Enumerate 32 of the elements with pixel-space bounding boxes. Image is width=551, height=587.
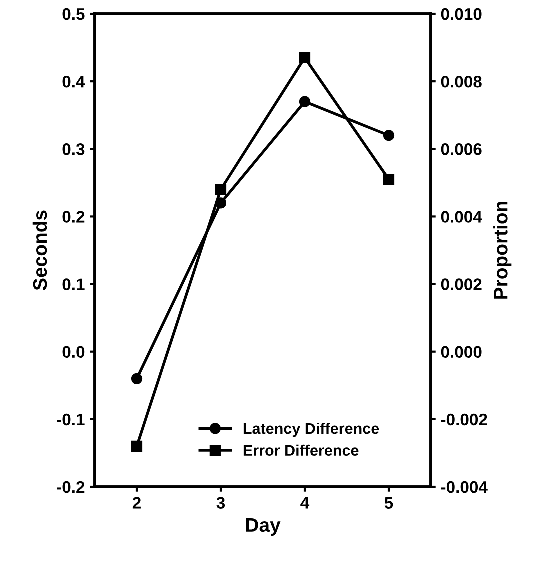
y2-tick-label: 0.010 bbox=[441, 8, 482, 20]
point bbox=[131, 373, 143, 384]
point bbox=[215, 184, 227, 196]
y-tick-label: 0.1 bbox=[62, 278, 85, 290]
y-tick-label: -0.2 bbox=[57, 481, 85, 494]
point bbox=[131, 440, 143, 452]
point bbox=[299, 96, 311, 108]
y2-tick-label: 0.002 bbox=[441, 278, 482, 290]
point bbox=[299, 52, 311, 64]
y-tick-label: 0.0 bbox=[62, 346, 85, 358]
point bbox=[383, 174, 395, 186]
legend-label: Latency Difference bbox=[244, 422, 380, 438]
y-tick-label: 0.4 bbox=[62, 76, 86, 88]
x-tick-label: 3 bbox=[216, 497, 226, 509]
y2-tick-label: 0.008 bbox=[441, 76, 482, 88]
y-tick-label: 0.3 bbox=[62, 144, 85, 156]
x-axis-title: Day bbox=[246, 518, 281, 536]
y2-axis-title: Proportion bbox=[494, 202, 512, 299]
x-tick-label: 2 bbox=[132, 497, 141, 509]
point bbox=[383, 130, 395, 142]
y2-tick-label: -0.004 bbox=[441, 481, 488, 494]
y-axis-title: Seconds bbox=[32, 210, 48, 290]
y2-tick-label: -0.002 bbox=[441, 414, 488, 426]
y-tick-label: 0.2 bbox=[62, 211, 85, 223]
y-tick-label: 0.5 bbox=[62, 8, 85, 20]
y2-tick-label: 0.000 bbox=[441, 346, 482, 358]
y-tick-label: -0.1 bbox=[57, 414, 85, 426]
legend-label: Error Difference bbox=[244, 444, 359, 456]
y2-tick-label: 0.004 bbox=[441, 211, 482, 223]
y2-tick-label: 0.006 bbox=[441, 144, 482, 156]
x-tick-label: 4 bbox=[300, 497, 310, 509]
x-tick-label: 5 bbox=[384, 497, 394, 509]
